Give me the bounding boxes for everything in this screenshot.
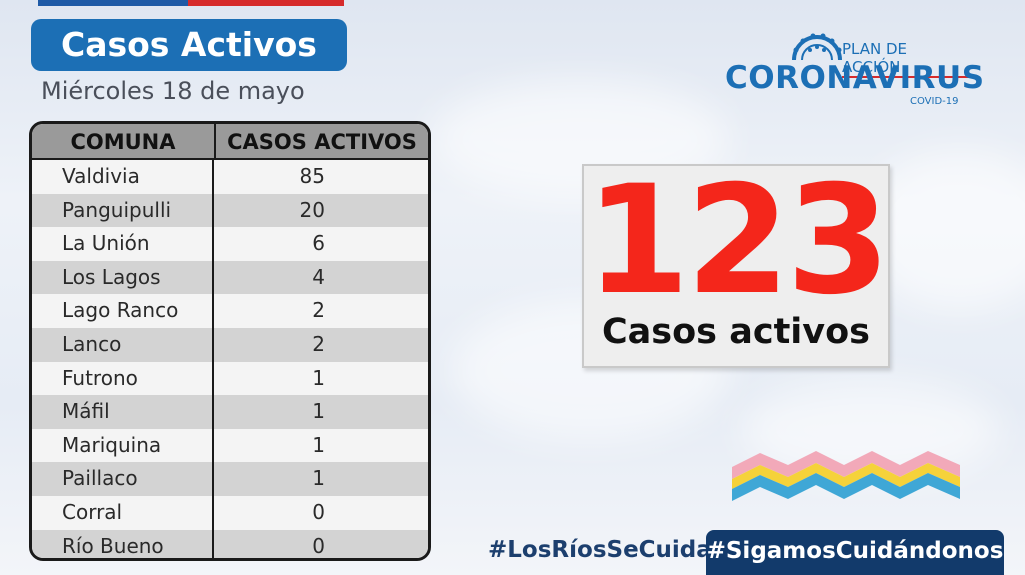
comuna-cell: Máfil	[32, 395, 214, 429]
casos-cell: 1	[312, 399, 325, 424]
comuna-cell: Valdivia	[32, 160, 214, 194]
total-cases-label: Casos activos	[602, 312, 870, 352]
casos-cell: 85	[299, 164, 325, 188]
virus-icon	[792, 33, 842, 61]
table-row: Panguipulli 20	[32, 193, 428, 228]
coronavirus-logo: PLAN DE ACCIÓN CORONAVIRUS COVID-19	[720, 32, 984, 112]
comuna-cell: Futrono	[32, 361, 214, 396]
column-header-casos: CASOS ACTIVOS	[227, 130, 417, 154]
comuna-cell: Lago Ranco	[32, 294, 214, 328]
flag-strip	[38, 0, 344, 6]
table-row: Corral 0	[32, 495, 428, 530]
hashtag-losrios: #LosRíosSeCuida	[488, 537, 712, 563]
decorative-stripes	[732, 451, 960, 501]
date-label: Miércoles 18 de mayo	[41, 77, 305, 105]
casos-cell: 20	[299, 197, 325, 222]
comuna-cell: Lanco	[32, 327, 214, 362]
table-row: Mariquina 1	[32, 428, 428, 463]
total-cases-box: 123 Casos activos	[582, 154, 891, 368]
casos-cell: 2	[312, 298, 325, 323]
casos-cell: 0	[312, 499, 325, 524]
casos-cell: 1	[312, 466, 325, 491]
comuna-cell: Mariquina	[32, 428, 214, 463]
casos-cell: 0	[312, 533, 325, 558]
table-header: COMUNA CASOS ACTIVOS	[32, 124, 428, 160]
comuna-cell: Panguipulli	[32, 193, 214, 228]
total-cases-number: 123	[585, 154, 890, 328]
casos-cell: 1	[312, 432, 325, 457]
table-body: Valdivia 85 Panguipulli 20 La Unión 6 Los L…	[32, 160, 428, 558]
logo-plan-text: PLAN DE ACCIÓN	[842, 40, 970, 78]
column-header-comuna: COMUNA	[32, 124, 216, 158]
logo-name-text: CORONAVIRUS	[725, 60, 985, 96]
cases-table: COMUNA CASOS ACTIVOS Valdivia 85 Panguipu…	[29, 121, 431, 561]
table-row: Lanco 2	[32, 327, 428, 362]
comuna-cell: La Unión	[32, 227, 214, 261]
casos-cell: 2	[312, 331, 325, 356]
hashtag-sigamos: #SigamosCuidándonos	[706, 530, 1004, 575]
comuna-cell: Corral	[32, 495, 214, 530]
table-row: Paillaco 1	[32, 462, 428, 496]
table-row: Río Bueno 0	[32, 529, 428, 558]
casos-cell: 1	[312, 365, 325, 390]
comuna-cell: Paillaco	[32, 462, 214, 496]
logo-sub-text: COVID-19	[910, 96, 959, 107]
table-row: Lago Ranco 2	[32, 294, 428, 328]
casos-cell: 6	[312, 231, 325, 256]
table-row: La Unión 6	[32, 227, 428, 261]
page-title: Casos Activos	[31, 19, 347, 71]
table-row: Los Lagos 4	[32, 260, 428, 295]
casos-cell: 4	[312, 264, 325, 289]
table-row: Máfil 1	[32, 395, 428, 429]
comuna-cell: Río Bueno	[32, 529, 214, 558]
table-row: Futrono 1	[32, 361, 428, 396]
comuna-cell: Los Lagos	[32, 260, 214, 295]
table-row: Valdivia 85	[32, 160, 428, 194]
